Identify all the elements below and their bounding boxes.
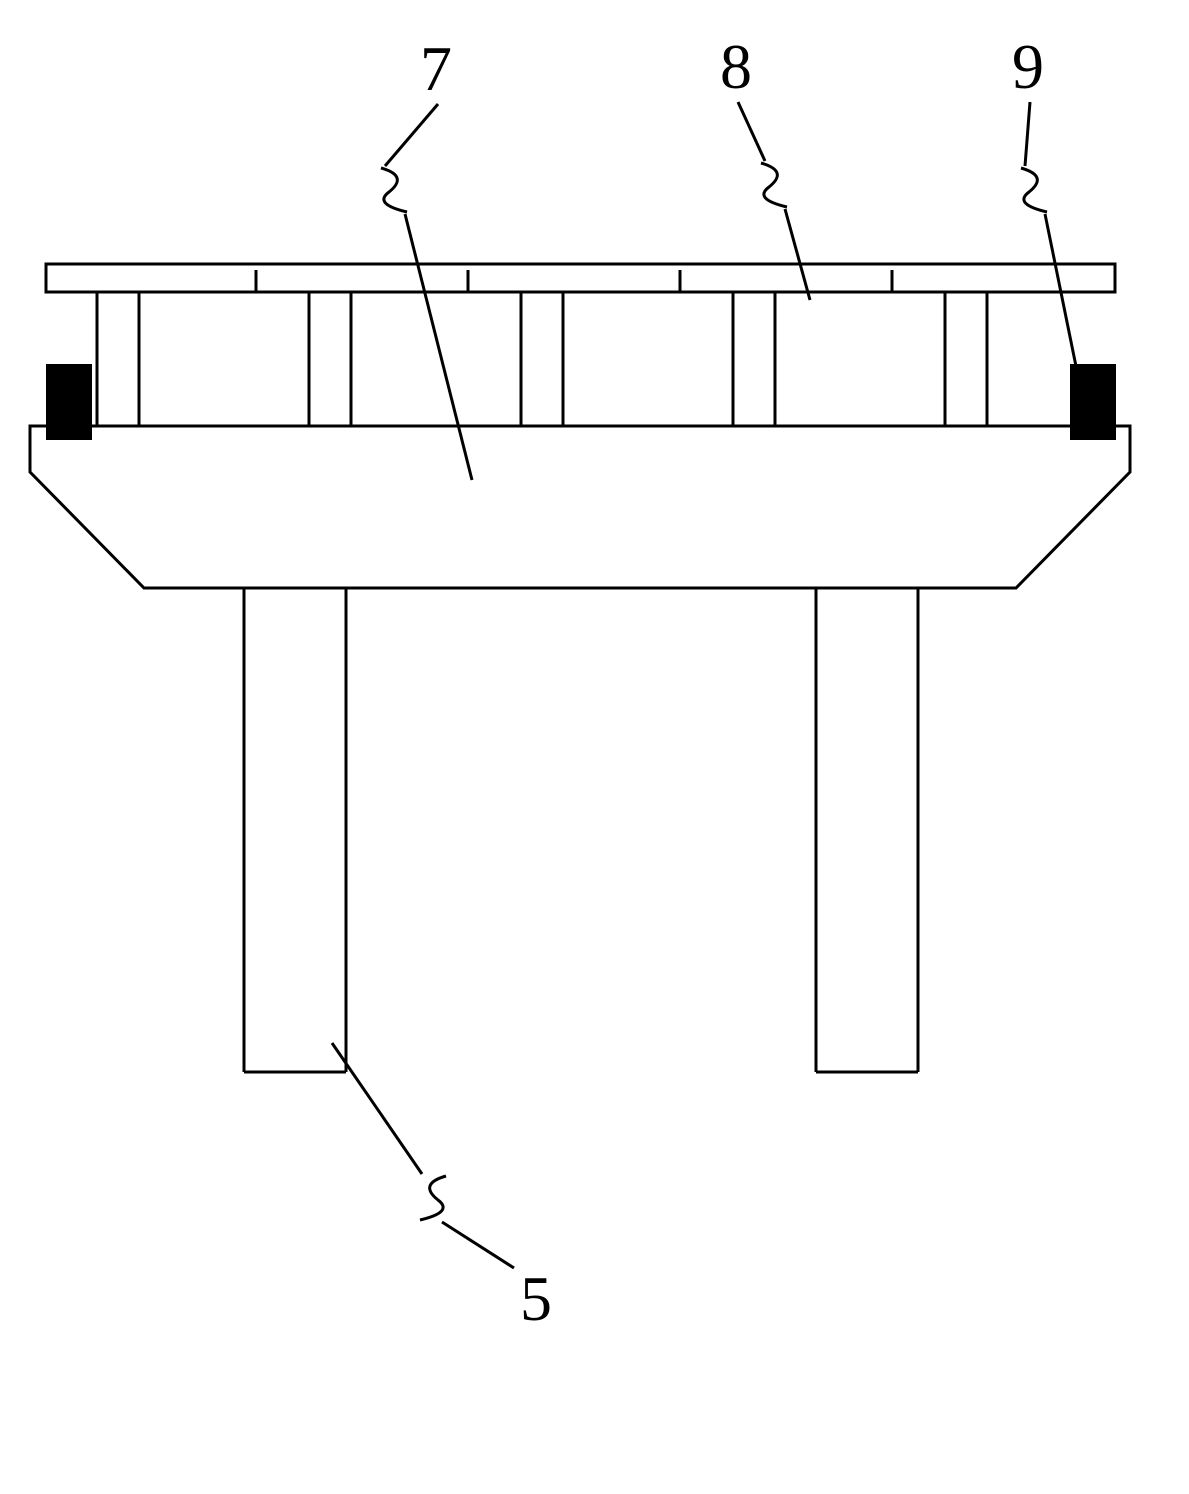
leader-squiggle-5 — [420, 1176, 446, 1220]
label-9: 9 — [1012, 31, 1044, 102]
leader-top-9 — [1025, 102, 1030, 166]
cap-beam — [30, 426, 1130, 588]
label-7: 7 — [420, 33, 452, 104]
technical-diagram: 7 8 9 5 — [0, 0, 1189, 1494]
label-8: 8 — [720, 31, 752, 102]
leader-end-9 — [1045, 214, 1078, 376]
leader-end-8 — [785, 209, 810, 300]
leader-squiggle-9 — [1021, 168, 1047, 212]
leader-end-5 — [332, 1043, 422, 1174]
leader-top-7 — [385, 104, 438, 166]
bearing-block-left — [46, 364, 92, 440]
leader-top-8 — [738, 102, 765, 161]
leader-top-5 — [442, 1222, 514, 1268]
leader-end-7 — [405, 214, 472, 480]
deck-slab — [46, 264, 1115, 292]
leader-squiggle-8 — [761, 163, 787, 207]
label-5: 5 — [520, 1263, 552, 1334]
leader-squiggle-7 — [381, 168, 407, 212]
